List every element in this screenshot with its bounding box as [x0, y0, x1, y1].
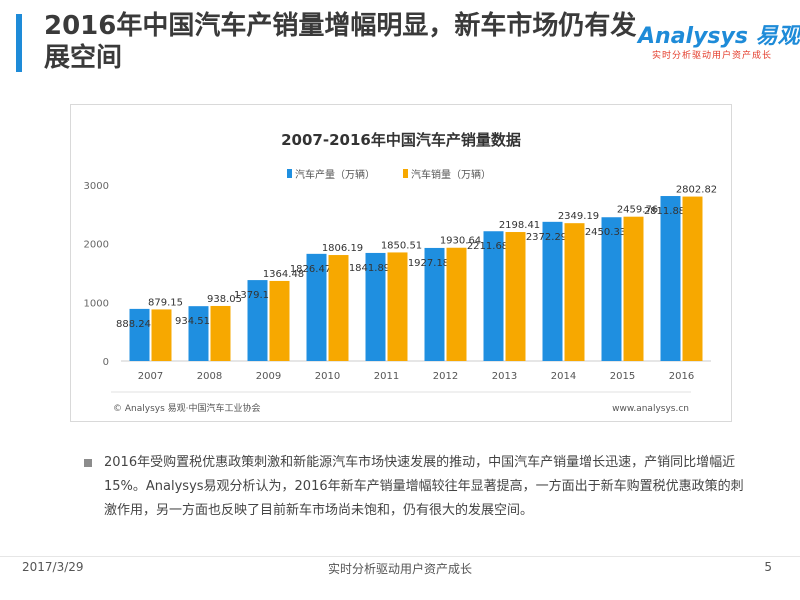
logo-brand: Analysys 易观 [638, 18, 800, 50]
title-accent-bar [16, 14, 22, 72]
x-tick-label: 2007 [138, 371, 163, 382]
x-tick-label: 2012 [433, 371, 458, 382]
logo-tagline: 实时分析驱动用户资产成长 [652, 51, 773, 61]
data-label-sales-2009: 1364.48 [263, 269, 304, 280]
page-title: 2016年中国汽车产销量增幅明显，新车市场仍有发展空间 [44, 11, 637, 73]
bar-sales-2014 [564, 223, 585, 361]
data-label-sales-2007: 879.15 [148, 297, 183, 308]
y-tick-label: 0 [103, 357, 109, 368]
legend-label-1: 汽车产量（万辆） [295, 168, 375, 181]
footer-slogan: 实时分析驱动用户资产成长 [327, 562, 472, 576]
bar-sales-2010 [328, 255, 349, 361]
legend-swatch-2 [403, 169, 408, 178]
chart-url: www.analysys.cn [612, 404, 689, 414]
x-tick-label: 2016 [669, 371, 694, 382]
bar-production-2013 [483, 231, 504, 361]
data-label-sales-2016: 2802.82 [676, 185, 717, 196]
legend-label-2: 汽车销量（万辆） [411, 168, 491, 181]
y-tick-label: 3000 [84, 181, 109, 192]
bar-production-2007 [129, 308, 150, 361]
x-tick-label: 2008 [197, 371, 222, 382]
bar-sales-2008 [210, 305, 231, 361]
bar-sales-2009 [269, 280, 290, 361]
data-label-production-2015: 2450.33 [585, 227, 626, 238]
bar-production-2012 [424, 247, 445, 361]
analysis-paragraph: 2016年受购置税优惠政策刺激和新能源汽车市场快速发展的推动，中国汽车产销量增长… [104, 455, 744, 518]
x-tick-label: 2015 [610, 371, 635, 382]
data-label-production-2014: 2372.29 [526, 232, 567, 243]
data-label-production-2009: 1379.1 [234, 290, 269, 301]
bar-sales-2011 [387, 252, 408, 361]
x-tick-label: 2014 [551, 371, 576, 382]
data-label-production-2016: 2811.88 [644, 206, 685, 217]
footer-divider [0, 556, 800, 557]
data-label-sales-2015: 2459.76 [617, 205, 658, 216]
x-tick-label: 2009 [256, 371, 281, 382]
data-label-production-2008: 934.51 [175, 316, 210, 327]
chart-panel: 2007-2016年中国汽车产销量数据汽车产量（万辆） 汽车销量（万辆） 0 1000… [70, 104, 732, 422]
bar-production-2016 [660, 196, 681, 361]
bar-production-2015 [601, 217, 622, 361]
logo-brand-cn: 易观 [755, 24, 800, 49]
data-label-sales-2011: 1850.51 [381, 240, 422, 251]
data-label-sales-2014: 2349.19 [558, 211, 599, 222]
data-label-sales-2008: 938.05 [207, 294, 242, 305]
legend-swatch-1 [287, 169, 292, 178]
data-label-sales-2012: 1930.64 [440, 236, 481, 247]
bar-production-2008 [188, 306, 209, 361]
bar-sales-2012 [446, 247, 467, 361]
bar-sales-2016 [682, 196, 703, 361]
chart-source: © Analysys 易观·中国汽车工业协会 [113, 402, 261, 414]
x-tick-label: 2011 [374, 371, 399, 382]
bar-production-2011 [365, 252, 386, 361]
y-tick-label: 1000 [84, 298, 109, 309]
data-label-production-2013: 2211.68 [467, 241, 508, 252]
footer-date: 2017/3/29 [22, 560, 84, 574]
bar-sales-2013 [505, 232, 526, 361]
page-number: 5 [764, 560, 772, 574]
data-label-production-2007: 888.24 [116, 319, 151, 330]
logo-brand-en: Analysys [638, 24, 748, 49]
analysys-logo: Analysys 易观 实时分析驱动用户资产成长 [628, 18, 800, 68]
bar-production-2009 [247, 280, 268, 361]
y-tick-label: 2000 [84, 240, 109, 251]
x-tick-label: 2013 [492, 371, 517, 382]
x-tick-label: 2010 [315, 371, 340, 382]
bullet-square [84, 459, 92, 467]
data-label-production-2012: 1927.18 [408, 258, 449, 269]
data-label-production-2011: 1841.89 [349, 263, 390, 274]
bar-production-2014 [542, 221, 563, 361]
bar-production-2010 [306, 253, 327, 361]
bar-sales-2015 [623, 216, 644, 361]
chart-title: 2007-2016年中国汽车产销量数据 [281, 131, 521, 149]
data-label-production-2010: 1826.47 [290, 264, 331, 275]
data-label-sales-2010: 1806.19 [322, 243, 363, 254]
data-label-sales-2013: 2198.41 [499, 220, 540, 231]
bar-sales-2007 [151, 309, 172, 361]
